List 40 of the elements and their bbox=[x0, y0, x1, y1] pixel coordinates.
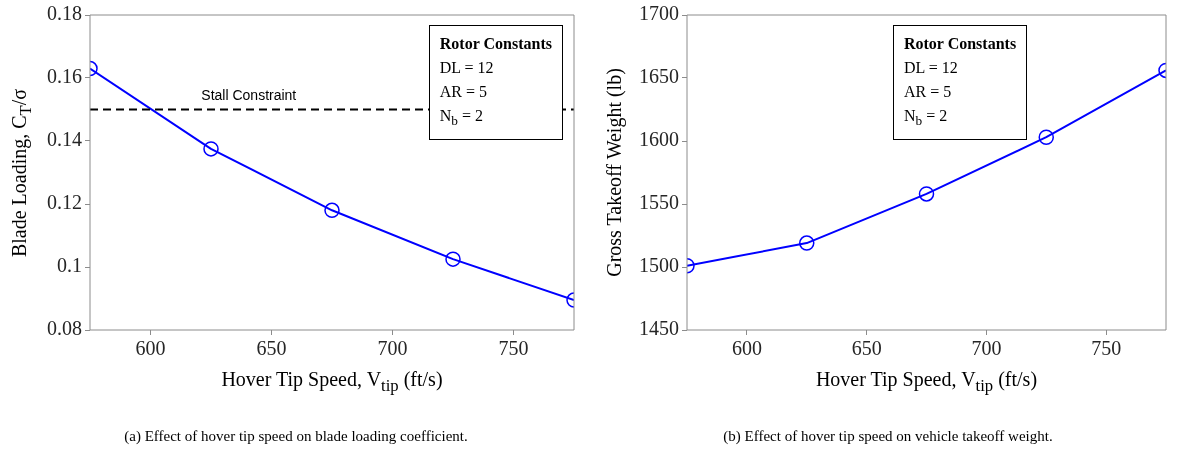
y-tick-label: 1650 bbox=[639, 65, 679, 88]
y-tick-label: 1550 bbox=[639, 191, 679, 214]
x-tick-label: 700 bbox=[377, 337, 408, 360]
annotation: DL = 12 bbox=[439, 58, 495, 78]
point bbox=[445, 251, 461, 267]
y-axis-title: Gross Takeoff Weight (lb) bbox=[602, 68, 626, 277]
y-tick-label: 0.1 bbox=[57, 254, 82, 277]
y-tick-label: 1600 bbox=[639, 128, 679, 151]
annotation: N$_{b}$ = 2 bbox=[439, 106, 485, 131]
point bbox=[203, 141, 219, 157]
x-axis-title: Hover Tip Speed, V$_{tip}$ (ft/s) bbox=[220, 368, 444, 396]
ref-line-label: Stall Constraint bbox=[201, 87, 297, 104]
x-tick-label: 650 bbox=[851, 337, 882, 360]
x-tick-label: 750 bbox=[498, 337, 529, 360]
y-tick-label: 0.12 bbox=[47, 191, 82, 214]
annotation: Rotor Constants bbox=[903, 34, 1017, 54]
annotation: AR = 5 bbox=[439, 82, 489, 102]
annotation: N$_{b}$ = 2 bbox=[903, 106, 949, 131]
x-tick-label: 600 bbox=[731, 337, 762, 360]
y-tick-label: 1450 bbox=[639, 317, 679, 340]
annotation: AR = 5 bbox=[903, 82, 953, 102]
point bbox=[799, 235, 815, 251]
annotation: DL = 12 bbox=[903, 58, 959, 78]
y-tick-label: 1700 bbox=[639, 2, 679, 25]
x-tick-label: 700 bbox=[971, 337, 1002, 360]
text: (b) Effect of hover tip speed on vehicle takeoff weight. bbox=[722, 428, 1054, 445]
x-tick-label: 650 bbox=[256, 337, 287, 360]
x-tick-label: 600 bbox=[135, 337, 166, 360]
y-tick-label: 0.14 bbox=[47, 128, 82, 151]
point bbox=[918, 186, 935, 202]
text: (a) Effect of hover tip speed on blade loading coefficient. bbox=[123, 428, 469, 445]
y-tick-label: 1500 bbox=[639, 254, 679, 277]
y-tick-label: 0.16 bbox=[47, 65, 82, 88]
annotation: Rotor Constants bbox=[439, 34, 552, 54]
y-tick-label: 0.18 bbox=[47, 2, 82, 25]
x-tick-label: 750 bbox=[1091, 337, 1122, 360]
x-axis-title: Hover Tip Speed, V$_{tip}$ (ft/s) bbox=[814, 368, 1039, 396]
point bbox=[1038, 129, 1054, 145]
point bbox=[324, 202, 340, 219]
y-tick-label: 0.08 bbox=[47, 317, 82, 340]
